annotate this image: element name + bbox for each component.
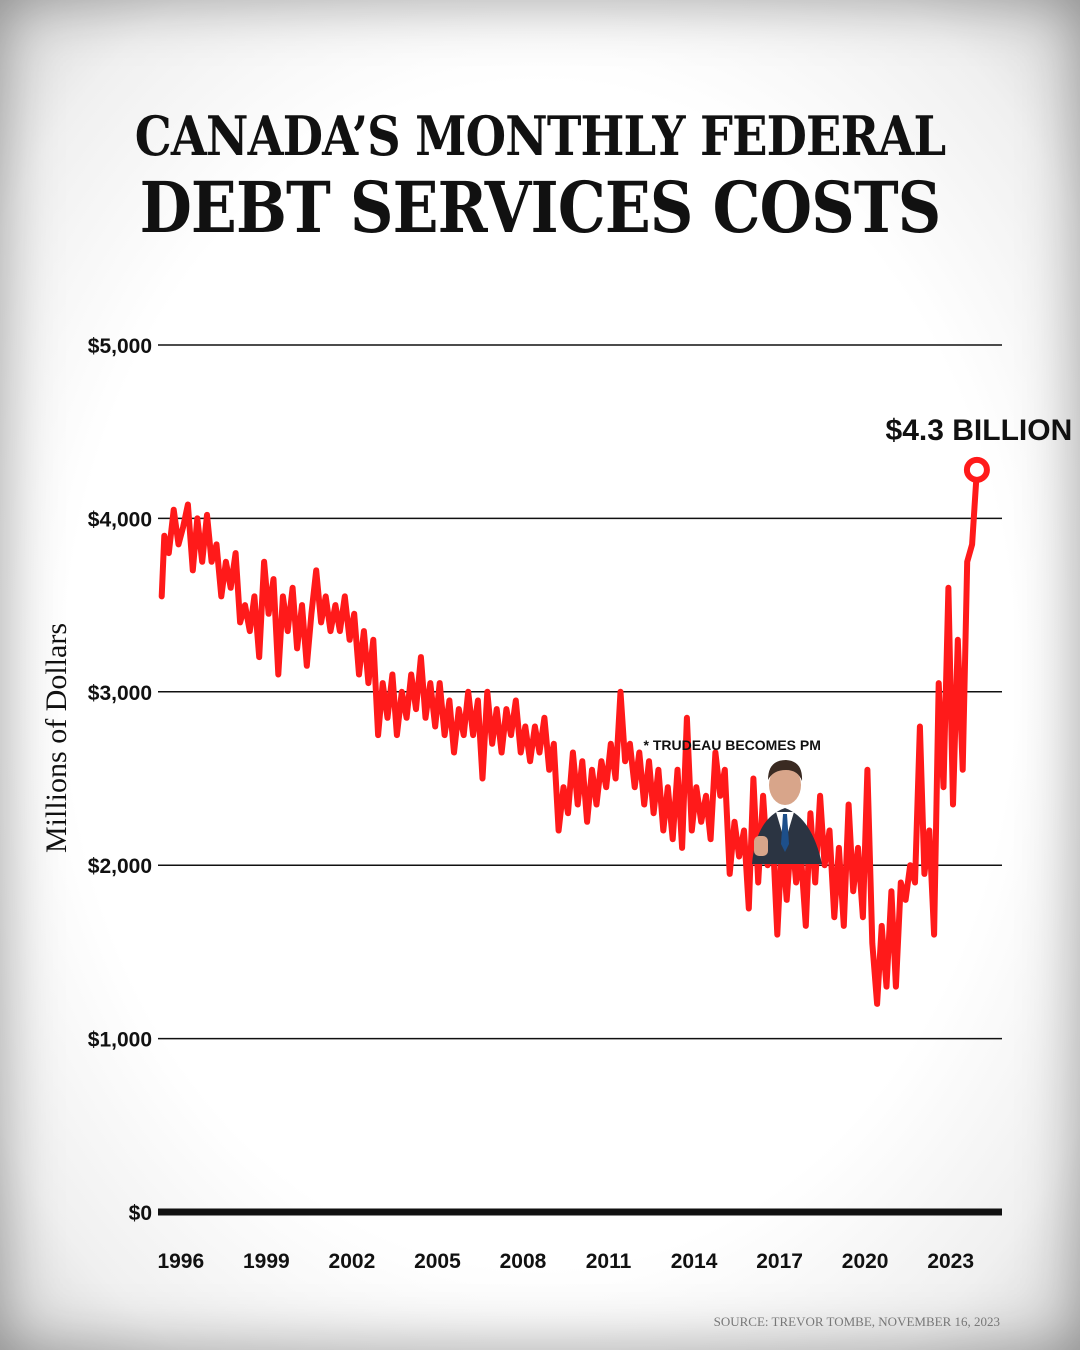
trudeau-annotation: * TRUDEAU BECOMES PM — [644, 737, 821, 753]
x-tick-label: 1999 — [243, 1250, 290, 1273]
x-tick-label: 2005 — [414, 1250, 461, 1273]
chart-title-line1: CANADA’S MONTHLY FEDERAL — [134, 104, 946, 168]
y-tick-label: $4,000 — [88, 508, 152, 531]
y-tick-label: $2,000 — [88, 855, 152, 878]
source-note: SOURCE: TREVOR TOMBE, NOVEMBER 16, 2023 — [713, 1314, 1000, 1329]
series-line — [158, 466, 980, 1007]
portrait-image — [752, 760, 822, 864]
y-tick-label: $1,000 — [88, 1029, 152, 1052]
x-tick-label: 2014 — [671, 1250, 718, 1273]
x-tick-label: 2023 — [927, 1250, 974, 1273]
chart-title-line2: DEBT SERVICES COSTS — [139, 166, 942, 249]
peak-label: $4.3 BILLION — [886, 414, 1073, 447]
x-tick-label: 2011 — [586, 1250, 632, 1273]
y-axis-label: Millions of Dollars — [40, 623, 73, 853]
y-tick-label: $3,000 — [88, 682, 152, 705]
peak-marker — [963, 456, 990, 483]
x-tick-label: 2002 — [329, 1250, 376, 1273]
x-tick-label: 2017 — [756, 1250, 803, 1273]
x-tick-label: 2020 — [842, 1250, 889, 1273]
y-tick-label: $0 — [129, 1202, 152, 1225]
x-tick-label: 1996 — [157, 1250, 204, 1273]
x-tick-label: 2008 — [500, 1250, 547, 1273]
y-tick-label: $5,000 — [88, 335, 152, 358]
